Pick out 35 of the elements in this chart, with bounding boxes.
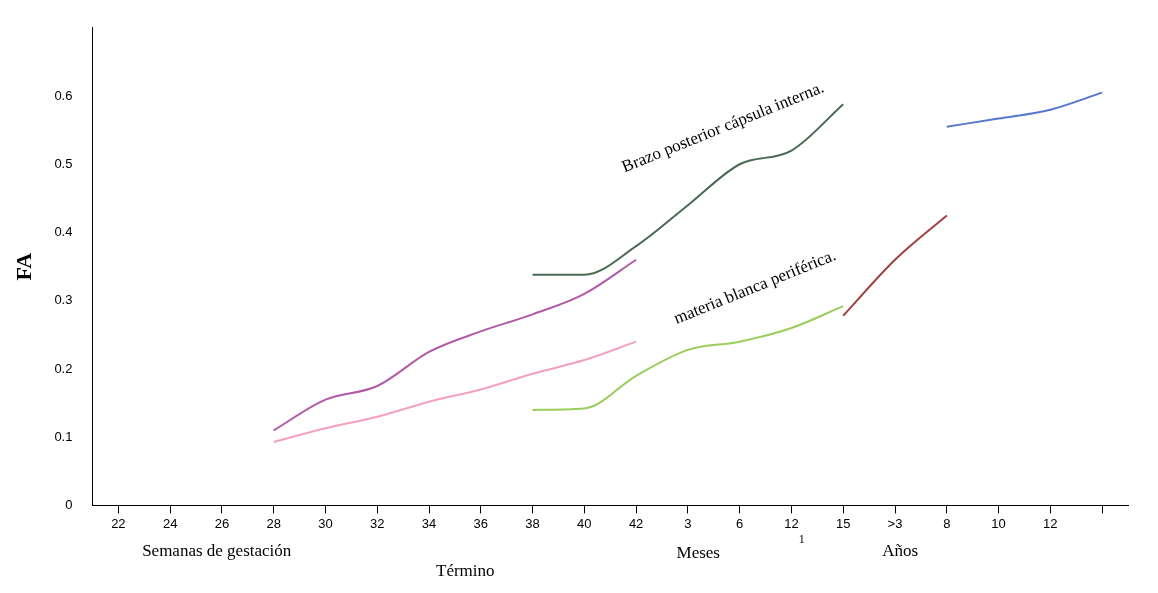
text: Término [435,560,495,580]
x-tick-label: 36 [473,515,489,531]
x-tick-label: 28 [266,515,281,531]
text: Meses [676,542,720,562]
x-tick-label: 30 [318,515,333,531]
line-series [272,340,638,443]
x-tick-label: 34 [421,515,437,531]
x-tick-label: 12 [1043,515,1058,531]
y-axis-title: FA [10,252,36,281]
x-tick-label: 12 [784,515,799,531]
y-tick-label: 0.4 [54,224,73,240]
x-tick-label: 6 [736,515,744,531]
text: Semanas de gestación [142,540,292,560]
x-tick-label: 32 [370,515,385,531]
y-tick-label: 0.3 [54,292,73,308]
x-tick-label: 24 [162,515,178,531]
x-tick-label: 42 [628,515,644,531]
line-series [945,91,1104,128]
x-tick-label: 38 [525,515,540,531]
y-tick-label: 0.6 [54,87,73,103]
text: 1 [798,531,805,546]
line-series [272,258,638,432]
x-tick-label: 10 [991,515,1006,531]
text: Años [882,540,919,560]
y-tick-label: 0 [65,496,73,512]
y-tick-label: 0.5 [54,155,73,171]
x-tick-label: 40 [577,515,592,531]
x-tick-label: 15 [836,515,851,531]
y-tick-label: 0.2 [54,360,73,376]
x-tick-label: 26 [214,515,230,531]
x-tick-label: 8 [943,515,951,531]
y-tick-label: 0.1 [54,428,73,444]
x-tick-label: 3 [684,515,692,531]
x-tick-label: 22 [111,515,126,531]
x-tick-label: >3 [887,515,903,531]
